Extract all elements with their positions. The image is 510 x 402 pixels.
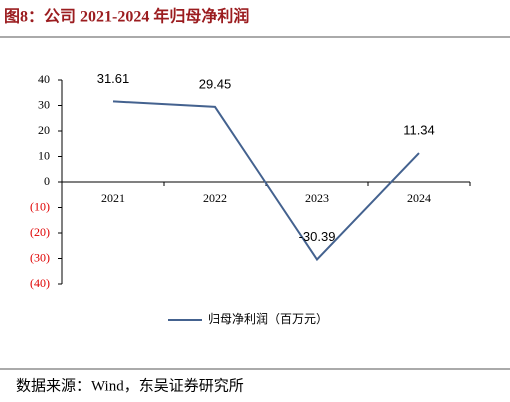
y-tick-label: (20) [30,225,50,239]
x-tick-label: 2021 [101,191,125,205]
y-tick-label: (40) [30,276,50,290]
source: 数据来源：Wind，东吴证券研究所 [16,377,244,394]
chart-title: 图8：公司 2021-2024 年归母净利润 [4,7,249,26]
y-tick-label: 30 [38,97,50,111]
y-tick-label: 40 [38,72,50,86]
data-label: 31.61 [97,71,130,86]
data-label: 11.34 [403,123,435,138]
y-tick-label: 20 [38,123,50,137]
y-tick-label: (10) [30,199,50,213]
y-tick-label: 10 [38,148,50,162]
data-label: -30.39 [299,229,336,244]
line-series [112,100,420,262]
data-label: 29.45 [199,76,232,91]
y-tick-label: 0 [44,174,50,188]
y-tick-label: (30) [30,250,50,264]
legend-label: 归母净利润（百万元） [208,312,328,326]
x-tick-label: 2024 [407,191,431,205]
x-tick-label: 2023 [305,191,329,205]
x-tick-label: 2022 [203,191,227,205]
